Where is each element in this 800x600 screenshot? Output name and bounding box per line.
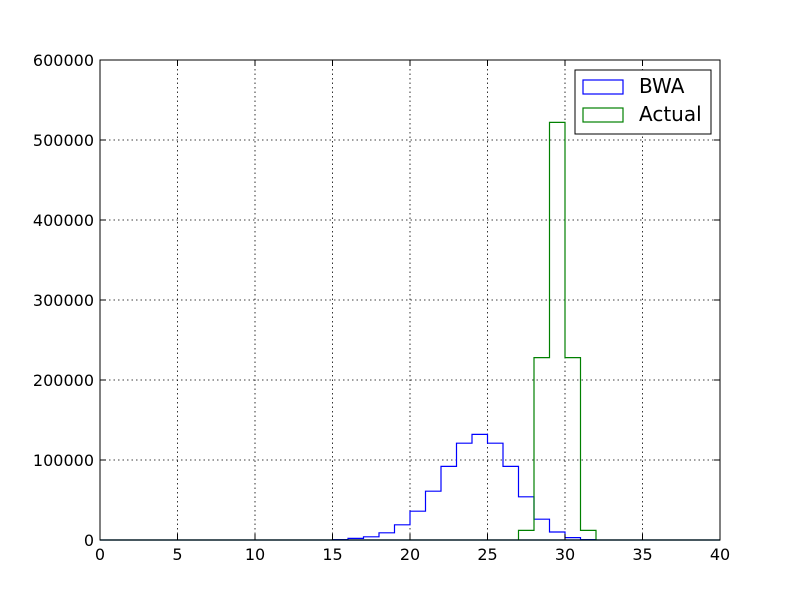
y-tick-label: 0	[84, 531, 94, 550]
y-tick-label: 100000	[33, 451, 94, 470]
x-tick-labels: 0 5 10 15 20 25 30 35 40	[95, 545, 730, 564]
legend-label: Actual	[639, 102, 702, 126]
y-tick-label: 200000	[33, 371, 94, 390]
y-tick-label: 500000	[33, 131, 94, 150]
histogram-bin	[410, 511, 426, 540]
histogram-bin	[441, 466, 457, 540]
x-tick-label: 15	[322, 545, 342, 564]
histogram-bin	[395, 525, 411, 540]
histogram-bin	[426, 491, 442, 540]
histogram-bin	[457, 443, 473, 540]
y-tick-label: 400000	[33, 211, 94, 230]
x-tick-label: 10	[245, 545, 265, 564]
legend-box	[574, 69, 712, 135]
legend-swatch	[582, 79, 624, 95]
histogram-bin	[379, 533, 395, 540]
histogram-bin	[534, 358, 550, 540]
x-tick-label: 5	[172, 545, 182, 564]
tick-marks	[99, 59, 721, 541]
y-tick-label: 600000	[33, 51, 94, 70]
histogram-bin	[581, 530, 597, 540]
histogram-bin	[488, 443, 504, 540]
y-tick-labels: 0 100000 200000 300000 400000 500000 600000	[33, 51, 94, 550]
x-tick-label: 30	[555, 545, 575, 564]
x-tick-label: 25	[477, 545, 497, 564]
x-tick-label: 0	[95, 545, 105, 564]
y-tick-label: 300000	[33, 291, 94, 310]
x-tick-label: 20	[400, 545, 420, 564]
x-tick-label: 40	[710, 545, 730, 564]
histogram-step-line	[331, 433, 597, 541]
histogram-bin	[472, 434, 488, 540]
legend-swatch	[582, 107, 624, 123]
legend-label: BWA	[639, 74, 685, 98]
x-tick-label: 35	[632, 545, 652, 564]
histogram-bin	[503, 466, 519, 540]
legend: BWA Actual	[574, 69, 712, 135]
histogram-step-line	[517, 121, 597, 540]
histogram-bin	[565, 358, 581, 540]
histogram-bin	[519, 530, 535, 540]
histogram-bin	[550, 122, 566, 540]
series-bwa	[100, 433, 720, 541]
